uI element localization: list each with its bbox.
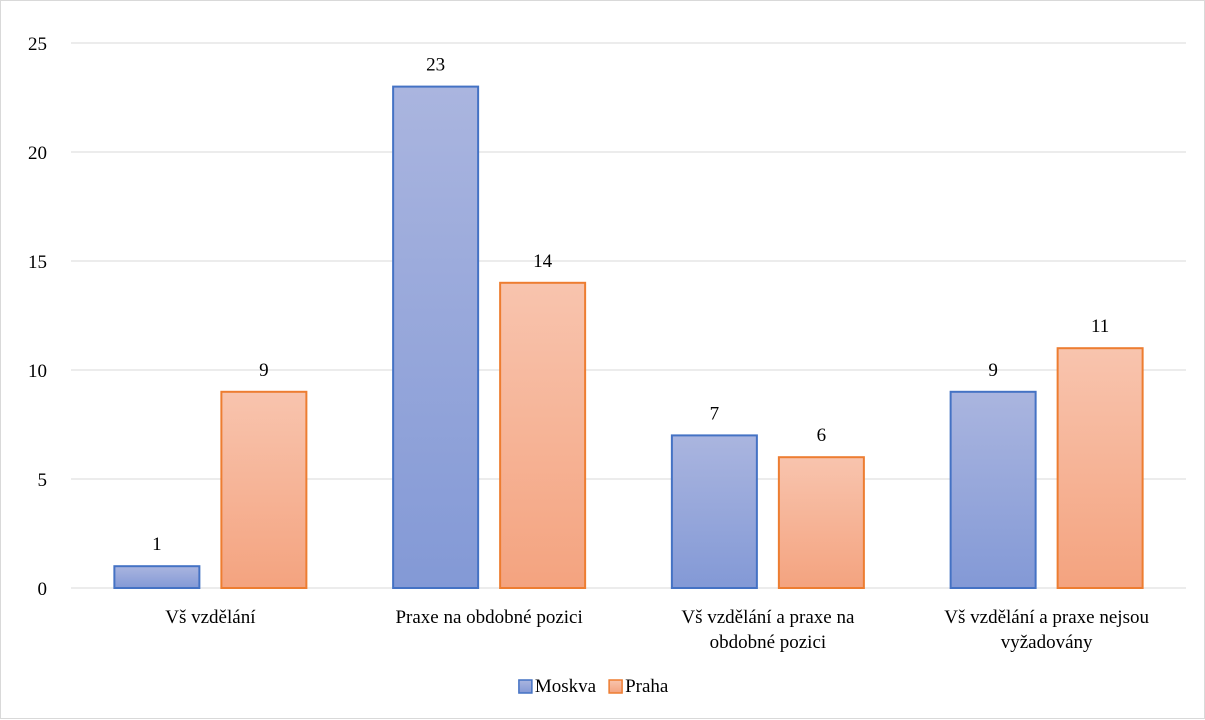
category-labels: Vš vzdělání Praxe na obdobné pozici Vš vzd… xyxy=(165,607,1149,653)
category-label: vyžadovány xyxy=(1001,632,1093,653)
data-label: 1 xyxy=(152,534,162,555)
bar-praha xyxy=(499,281,587,589)
category-label: Vš vzdělání a praxe na xyxy=(681,607,855,628)
legend-label: Praha xyxy=(625,676,669,697)
y-tick-label: 15 xyxy=(28,252,47,273)
data-label: 14 xyxy=(533,251,553,272)
bar-praha xyxy=(1056,347,1144,590)
y-tick-label: 20 xyxy=(28,143,47,164)
y-tick-label: 10 xyxy=(28,361,47,382)
data-label: 23 xyxy=(426,55,445,76)
category-label: Vš vzdělání xyxy=(165,607,256,628)
legend-label: Moskva xyxy=(535,676,597,697)
bar-praha xyxy=(220,390,308,589)
legend: Moskva Praha xyxy=(518,676,669,697)
category-label: Praxe na obdobné pozici xyxy=(395,607,582,628)
legend-swatch xyxy=(518,679,533,694)
data-label: 11 xyxy=(1091,316,1109,337)
legend-item-moskva: Moskva xyxy=(518,676,597,697)
bar-moskva xyxy=(949,390,1037,589)
bars xyxy=(113,85,1144,590)
bar-praha xyxy=(777,456,865,590)
y-axis-ticks: 0 5 10 15 20 25 xyxy=(28,34,47,600)
data-label: 9 xyxy=(988,360,998,381)
bar-moskva xyxy=(670,434,758,589)
bar-moskva xyxy=(113,565,201,590)
category-label: Vš vzdělání a praxe nejsou xyxy=(944,607,1149,628)
y-tick-label: 25 xyxy=(28,34,47,55)
bar-moskva xyxy=(392,85,480,589)
data-labels: 1 9 23 14 7 6 9 11 xyxy=(152,55,1109,556)
y-tick-label: 5 xyxy=(38,470,48,491)
y-tick-label: 0 xyxy=(38,579,48,600)
data-label: 6 xyxy=(817,425,827,446)
legend-item-praha: Praha xyxy=(608,676,669,697)
legend-swatch xyxy=(608,679,623,694)
data-label: 9 xyxy=(259,360,269,381)
data-label: 7 xyxy=(710,403,720,424)
category-label: obdobné pozici xyxy=(710,632,827,653)
